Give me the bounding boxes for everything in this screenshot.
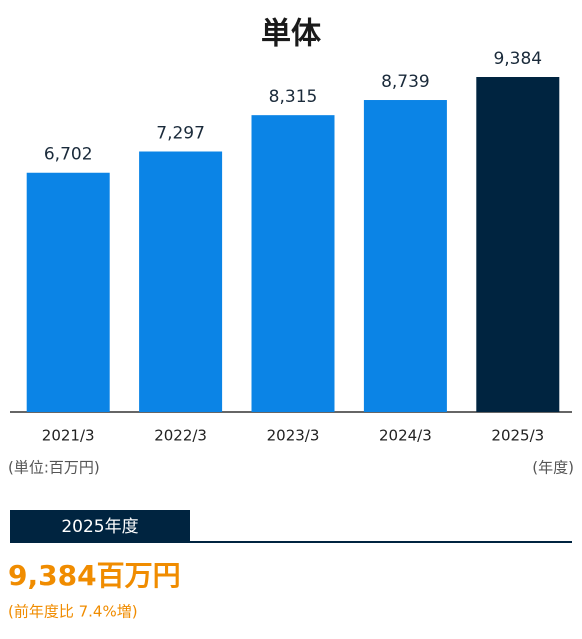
bar <box>251 115 335 413</box>
bar <box>26 172 110 412</box>
bar <box>476 77 560 412</box>
value-label: 6,702 <box>44 145 93 165</box>
x-tick-label: 2025/3 <box>491 427 544 445</box>
unit-note: (単位:百万円) <box>8 459 100 477</box>
bar <box>363 100 447 413</box>
highlight-value: 9,384百万円 <box>8 559 181 592</box>
x-note: (年度) <box>532 459 574 477</box>
highlight-label: 2025年度 <box>61 517 138 537</box>
x-tick-label: 2024/3 <box>379 427 432 445</box>
x-tick-label: 2021/3 <box>42 427 95 445</box>
highlight-note: (前年度比 7.4%増) <box>8 603 138 621</box>
value-label: 7,297 <box>156 124 205 144</box>
value-label: 8,315 <box>269 87 318 107</box>
bar <box>139 151 223 412</box>
chart-title: 単体 <box>261 17 322 52</box>
x-tick-label: 2023/3 <box>267 427 320 445</box>
x-tick-label: 2022/3 <box>154 427 207 445</box>
highlight-tab <box>10 510 190 543</box>
value-label: 8,739 <box>381 72 430 92</box>
value-label: 9,384 <box>493 49 542 69</box>
